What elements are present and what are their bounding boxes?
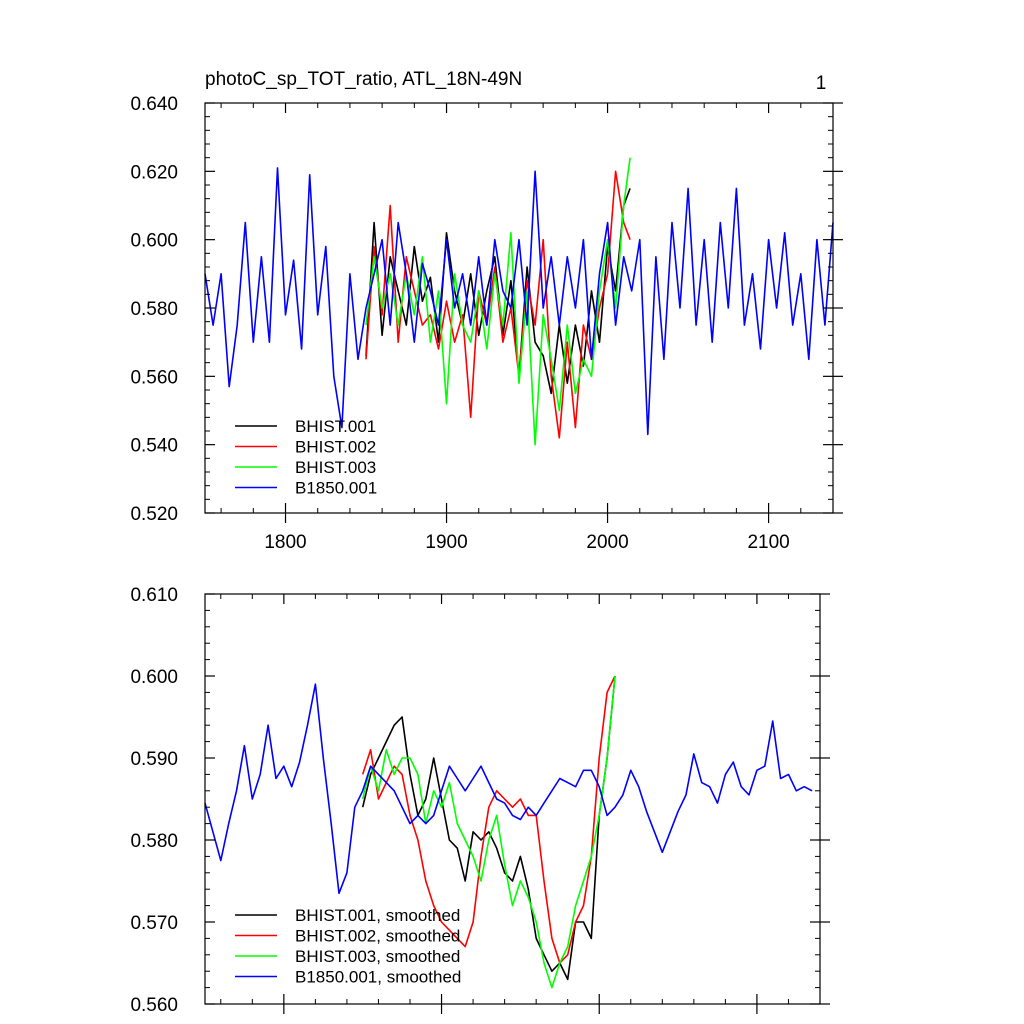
chart-title: photoC_sp_TOT_ratio, ATL_18N-49N — [205, 69, 522, 90]
legend-label: BHIST.003 — [295, 458, 376, 477]
y-tick-label: 0.640 — [130, 94, 178, 115]
y-tick-label: 0.590 — [130, 749, 178, 770]
x-tick-label: 1900 — [425, 532, 467, 553]
series-line-bottom-1 — [361, 675, 616, 964]
panel-number-label: 1 — [816, 73, 827, 94]
y-tick-label: 0.570 — [130, 913, 178, 934]
y-tick-label: 0.560 — [130, 995, 178, 1016]
y-tick-label: 0.520 — [130, 504, 178, 525]
legend-label: BHIST.003, smoothed — [295, 947, 460, 966]
y-tick-label: 0.540 — [130, 436, 178, 457]
series-line-top-3 — [204, 167, 834, 436]
y-tick-label: 0.610 — [130, 585, 178, 606]
y-tick-label: 0.580 — [130, 299, 178, 320]
x-tick-label: 2000 — [586, 532, 628, 553]
series-line-bottom-3 — [204, 683, 813, 895]
legend-label: BHIST.001, smoothed — [295, 906, 460, 925]
bottom-chart-panel: 0.560 0.570 0.580 0.590 0.600 0.610 BHIST.001,… — [130, 585, 830, 1016]
series-line-bottom-2 — [361, 675, 616, 989]
y-tick-label: 0.600 — [130, 667, 178, 688]
legend-label: BHIST.001 — [295, 417, 376, 436]
legend-label: BHIST.002 — [295, 438, 376, 457]
y-tick-label: 0.620 — [130, 162, 178, 183]
y-tick-label: 0.600 — [130, 231, 178, 252]
plot-frame — [204, 593, 821, 1005]
legend-label: B1850.001, smoothed — [295, 968, 461, 987]
series-line-top-1 — [365, 170, 631, 439]
series-line-top-2 — [365, 157, 631, 446]
y-tick-label: 0.560 — [130, 367, 178, 388]
legend-label: BHIST.002, smoothed — [295, 927, 460, 946]
x-tick-label: 1800 — [264, 532, 306, 553]
x-tick-label: 2100 — [747, 532, 789, 553]
top-chart-panel: 1800 1900 2000 2100 0.520 0.540 0.560 0.580 0.60… — [130, 69, 843, 553]
y-tick-label: 0.580 — [130, 831, 178, 852]
legend-label: B1850.001 — [295, 479, 377, 498]
series-line-bottom-0 — [361, 675, 616, 981]
